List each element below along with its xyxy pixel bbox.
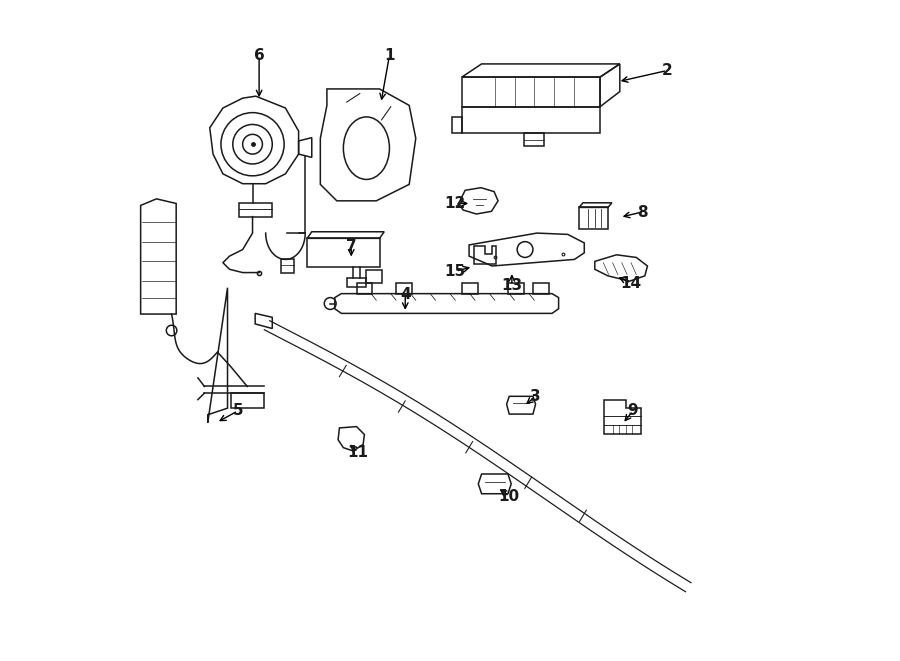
Text: 15: 15 xyxy=(445,264,466,279)
Text: 2: 2 xyxy=(662,63,672,78)
Text: 10: 10 xyxy=(499,489,520,504)
Text: 4: 4 xyxy=(400,287,410,302)
Text: 5: 5 xyxy=(233,403,243,418)
Text: 3: 3 xyxy=(530,389,541,404)
Text: 7: 7 xyxy=(346,239,356,254)
Text: 1: 1 xyxy=(384,48,395,63)
Text: 14: 14 xyxy=(620,276,642,291)
Text: 6: 6 xyxy=(254,48,265,63)
Text: 9: 9 xyxy=(627,403,638,418)
Text: 13: 13 xyxy=(501,278,522,293)
Text: 8: 8 xyxy=(637,204,647,219)
Text: 11: 11 xyxy=(347,445,368,460)
Text: 12: 12 xyxy=(445,196,466,211)
